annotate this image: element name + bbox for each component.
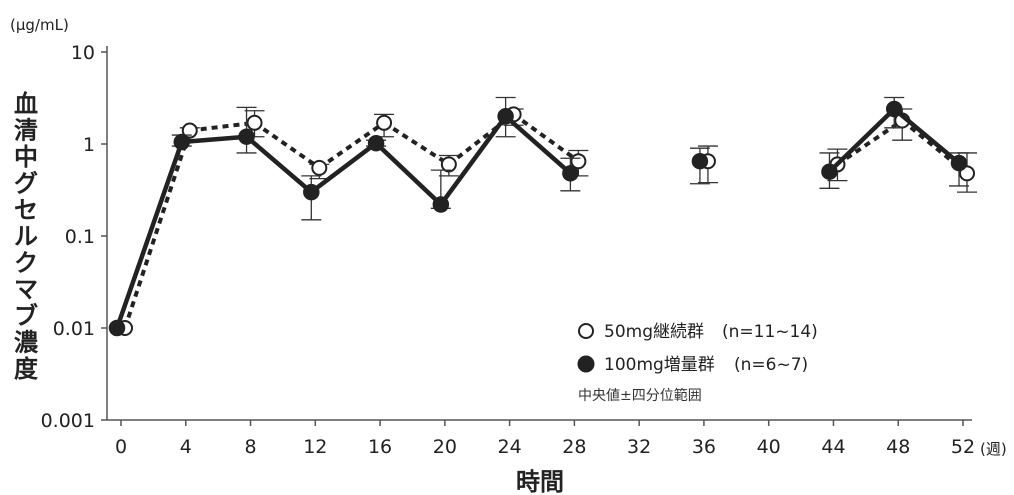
x-tick-label: 36: [692, 436, 716, 458]
data-point-filled: [562, 165, 579, 182]
data-point-filled: [108, 319, 126, 337]
y-axis-title-char: ブ: [14, 302, 38, 330]
series-line-segment: [439, 114, 508, 206]
x-tick-label: 48: [886, 436, 910, 458]
data-point-open: [440, 156, 457, 173]
x-tick-label: 16: [368, 436, 392, 458]
legend-n-100mg: (n=6~7): [734, 355, 808, 375]
axes: [106, 46, 972, 421]
data-point-filled: [885, 100, 903, 118]
series-line-segment: [318, 121, 386, 170]
x-tick-label: 44: [821, 436, 845, 458]
y-axis-title-char: 清: [14, 117, 38, 145]
x-tick-label: 12: [303, 436, 327, 458]
series-line-segment: [114, 141, 184, 329]
data-point-open: [181, 122, 198, 139]
x-axis-unit: (週): [980, 440, 1007, 458]
data-point-filled: [950, 154, 968, 172]
y-tick-label: 10: [71, 42, 95, 64]
x-tick-label: 32: [627, 436, 651, 458]
data-point-filled: [691, 152, 709, 170]
y-axis-title-char: ル: [14, 223, 38, 251]
data-point-open: [246, 114, 263, 131]
x-tick-label: 40: [757, 436, 781, 458]
data-point-filled: [367, 134, 385, 152]
data-point-open: [376, 114, 393, 131]
series-line-segment: [504, 114, 572, 176]
legend-n-50mg: (n=11~14): [722, 322, 818, 342]
series-layer: [108, 96, 977, 337]
series-filled-100mg: [108, 96, 969, 337]
x-tick-label: 8: [244, 436, 256, 458]
y-axis-title-char: ク: [14, 249, 38, 277]
y-axis-ticks: 0.001 0.01 0.1 1 10: [41, 42, 107, 432]
y-tick-label: 0.001: [41, 410, 95, 432]
data-point-open: [311, 159, 328, 176]
series-line-segment: [309, 141, 378, 194]
y-axis-title-char: 血: [14, 90, 38, 118]
y-axis-title-char: マ: [14, 276, 38, 304]
x-tick-label: 20: [433, 436, 457, 458]
data-point-filled: [238, 128, 255, 145]
x-tick-label: 52: [951, 436, 975, 458]
x-tick-label: 24: [498, 436, 522, 458]
y-tick-label: 0.1: [65, 226, 95, 248]
legend-label-100mg: 100mg増量群: [604, 355, 715, 375]
y-tick-label: 0.01: [53, 318, 95, 340]
series-line-segment: [123, 129, 192, 329]
data-point-filled: [432, 196, 450, 213]
series-line-segment: [181, 134, 247, 145]
series-line-segment: [253, 121, 321, 170]
series-line-segment: [374, 141, 443, 207]
y-axis-title-char: 度: [14, 355, 39, 383]
y-axis-title-char: 中: [14, 143, 38, 171]
x-axis-title: 時間: [516, 468, 564, 495]
x-tick-label: 28: [562, 436, 586, 458]
y-axis-title-char: 濃: [14, 329, 39, 357]
legend-note: 中央値±四分位範囲: [578, 387, 702, 404]
series-line-segment: [512, 112, 580, 163]
legend: 50mg継続群 (n=11~14) 100mg増量群 (n=6~7) 中央値±四…: [577, 322, 818, 404]
data-point-filled: [497, 108, 514, 125]
series-line-segment: [245, 135, 313, 194]
x-tick-label: 0: [115, 436, 127, 458]
series-line-segment: [827, 107, 896, 174]
x-tick-label: 4: [180, 436, 192, 458]
series-line-segment: [836, 118, 904, 167]
series-line-segment: [382, 121, 450, 167]
y-axis-unit: (μg/mL): [10, 16, 69, 34]
data-point-filled: [173, 133, 191, 151]
legend-label-50mg: 50mg継続群: [604, 322, 704, 342]
legend-marker-open: [578, 323, 594, 339]
data-point-filled: [821, 163, 838, 180]
x-axis-ticks: 0 4 8 12 16 20 24 28 32 36 40 44 48 52: [115, 420, 975, 458]
y-tick-label: 1: [83, 134, 95, 156]
legend-marker-filled: [577, 355, 595, 373]
y-axis-title-char: セ: [14, 196, 38, 224]
data-point-filled: [303, 183, 320, 201]
series-line-segment: [892, 107, 961, 165]
y-axis-title-char: グ: [14, 170, 38, 198]
